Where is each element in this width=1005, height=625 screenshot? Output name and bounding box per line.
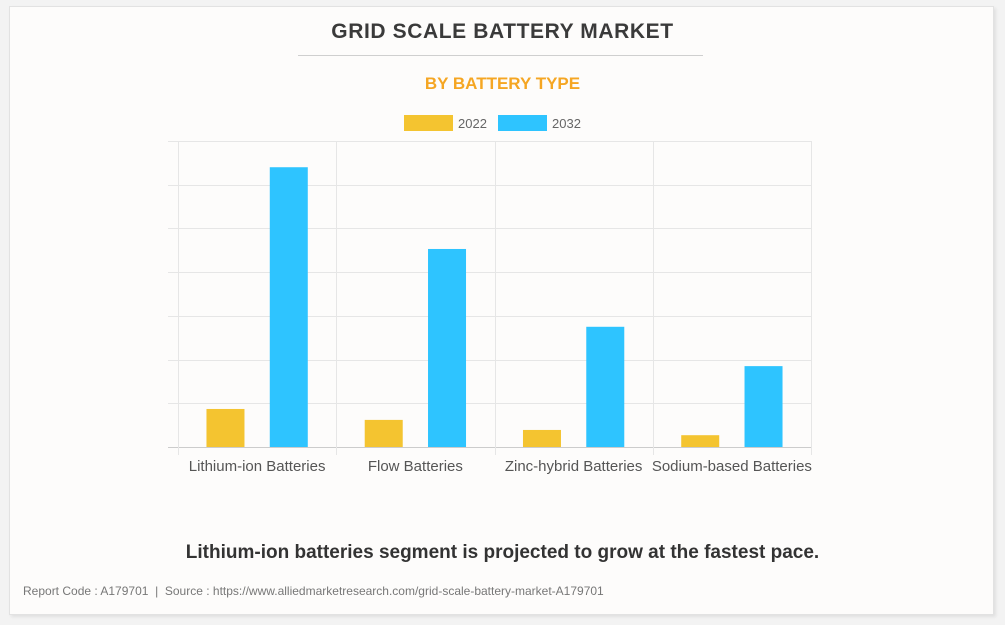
legend-swatch-2032: [498, 115, 547, 131]
legend-swatch-2022: [404, 115, 453, 131]
source-footer: Report Code : A179701 | Source : https:/…: [23, 584, 604, 598]
legend-label-2032: 2032: [552, 115, 581, 131]
chart-subtitle: BY BATTERY TYPE: [424, 74, 581, 93]
bar-2022-sodium-based-batteries: [681, 435, 720, 447]
x-tick-label: Sodium-based Batteries: [652, 458, 812, 475]
legend-item-2032[interactable]: 2032: [498, 114, 581, 132]
legend-label-2022: 2022: [458, 115, 487, 131]
bar-2032-flow-batteries: [428, 248, 467, 447]
x-tick-label: Zinc-hybrid Batteries: [505, 458, 643, 475]
bar-2032-zinc-hybrid-batteries: [586, 326, 625, 447]
x-tick-label: Flow Batteries: [368, 458, 463, 475]
bar-2022-flow-batteries: [364, 419, 403, 447]
title-divider: [298, 55, 703, 56]
chart-title: GRID SCALE BATTERY MARKET: [331, 20, 674, 43]
bar-2032-lithium-ion-batteries: [269, 167, 308, 447]
legend: 2022 2032: [0, 114, 1005, 132]
legend-item-2022[interactable]: 2022: [404, 114, 487, 132]
bar-2022-lithium-ion-batteries: [206, 408, 245, 447]
bar-2032-sodium-based-batteries: [744, 366, 783, 447]
chart-card: [9, 6, 994, 615]
bar-2022-zinc-hybrid-batteries: [522, 429, 561, 447]
x-tick-label: Lithium-ion Batteries: [189, 458, 326, 475]
insight-caption: Lithium-ion batteries segment is project…: [185, 542, 820, 563]
